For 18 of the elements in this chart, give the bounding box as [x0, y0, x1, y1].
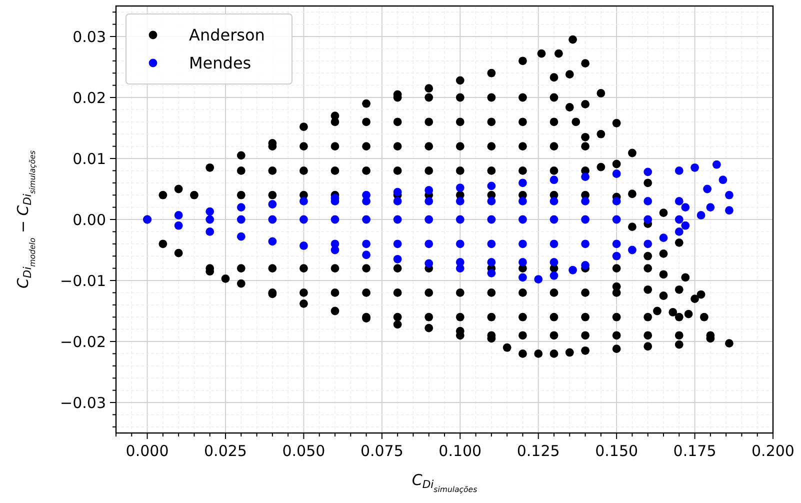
legend-label: Anderson — [189, 26, 265, 45]
x-tick-label: 0.025 — [204, 442, 247, 460]
y-tick-label: 0.02 — [72, 88, 106, 107]
y-tick-label: −0.01 — [60, 272, 106, 290]
x-tick-label: 0.075 — [360, 442, 404, 460]
y-tick-label: 0.00 — [72, 210, 106, 229]
x-tick-label: 0.200 — [752, 442, 794, 460]
x-tick-label: 0.100 — [438, 442, 482, 460]
y-tick-label: 0.03 — [72, 28, 106, 46]
x-tick-label: 0.125 — [516, 442, 560, 460]
y-tick-label: 0.01 — [72, 150, 106, 168]
x-tick-label: 0.150 — [595, 442, 638, 460]
y-tick-label: −0.03 — [60, 394, 106, 412]
x-tick-label: 0.050 — [282, 442, 326, 460]
legend-label: Mendes — [189, 54, 252, 73]
x-tick-label: 0.000 — [126, 442, 169, 460]
x-tick-label: 0.175 — [673, 442, 716, 460]
y-tick-label: −0.02 — [60, 332, 106, 351]
